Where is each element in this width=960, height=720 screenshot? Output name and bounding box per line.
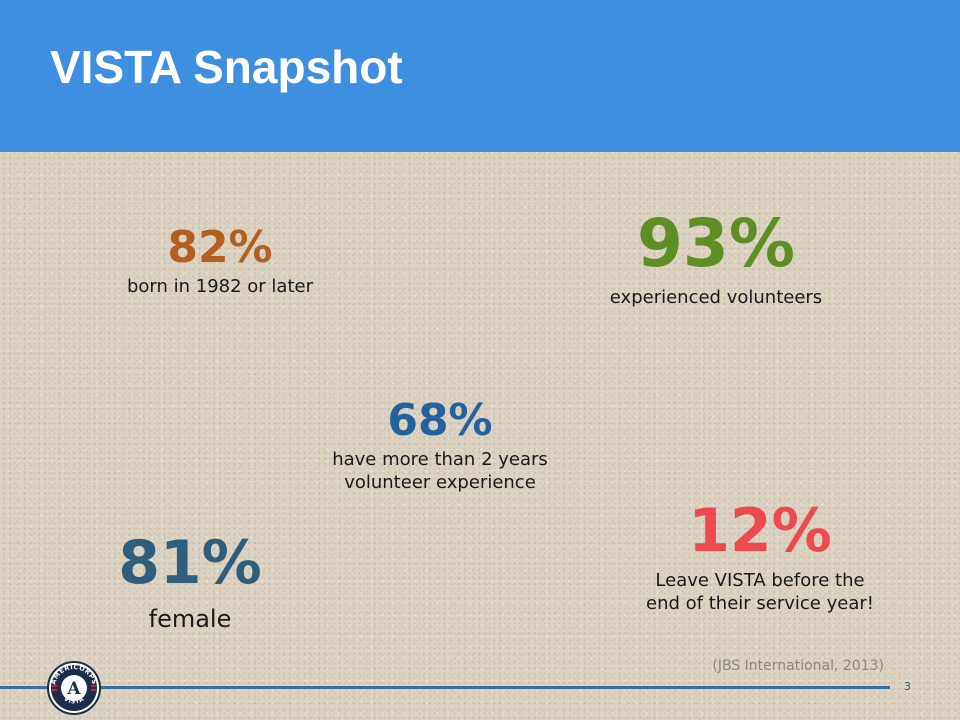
- stat-description: experienced volunteers: [609, 286, 823, 308]
- stat-female: 81% female: [90, 530, 290, 634]
- stat-description: have more than 2 years volunteer experie…: [332, 449, 548, 493]
- stat-percentage: 12%: [688, 496, 832, 566]
- stat-volunteer-years: 68% have more than 2 years volunteer exp…: [290, 395, 590, 494]
- svg-text:VISTA: VISTA: [62, 696, 85, 706]
- stat-percentage: 68%: [387, 395, 493, 446]
- americorps-vista-logo-icon: AMERICORPS VISTA A: [47, 661, 101, 715]
- logo-letter: A: [66, 679, 81, 699]
- footer-divider: [0, 686, 890, 689]
- stat-description: Leave VISTA before the end of their serv…: [646, 570, 874, 614]
- stat-description: born in 1982 or later: [126, 276, 313, 298]
- header-bar: VISTA Snapshot: [0, 0, 960, 152]
- slide-title: VISTA Snapshot: [50, 41, 403, 93]
- logo-text-bottom: VISTA: [62, 696, 84, 706]
- page-number: 3: [904, 680, 911, 693]
- stat-born-after-1982: 82% born in 1982 or later: [100, 222, 340, 299]
- citation: (JBS International, 2013): [712, 658, 884, 674]
- stat-leave-early: 12% Leave VISTA before the end of their …: [600, 498, 920, 615]
- stat-percentage: 81%: [118, 528, 262, 598]
- stat-description: female: [148, 605, 232, 633]
- stat-experienced-volunteers: 93% experienced volunteers: [576, 205, 856, 309]
- stat-percentage: 82%: [167, 222, 273, 273]
- stat-percentage: 93%: [637, 205, 795, 282]
